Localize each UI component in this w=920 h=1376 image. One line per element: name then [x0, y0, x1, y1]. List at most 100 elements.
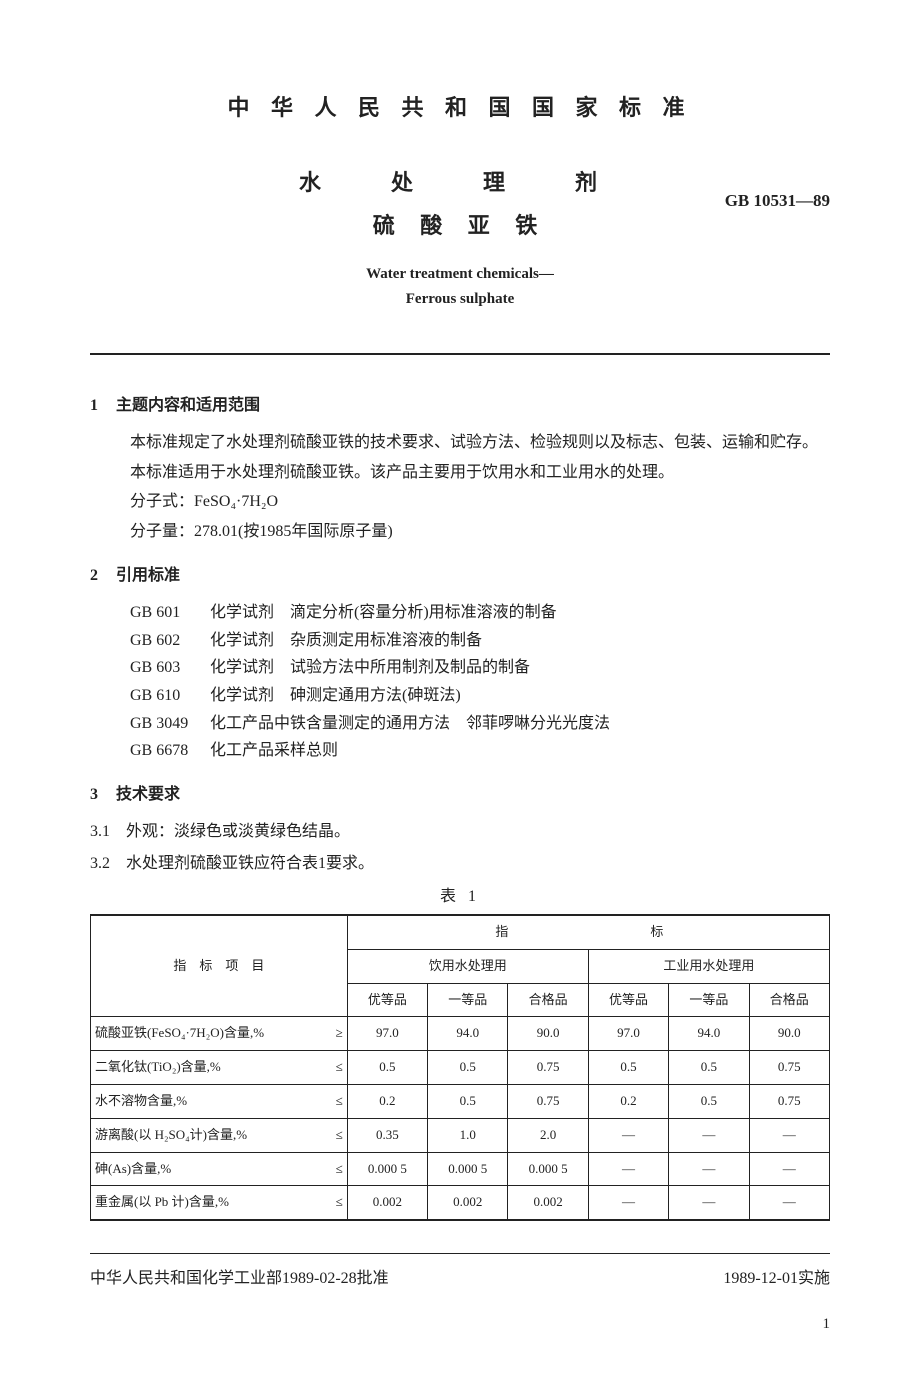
value-cell: 0.002	[347, 1186, 427, 1220]
s1-molecular-weight: 分子量：278.01(按1985年国际原子量)	[130, 519, 830, 545]
section-2-title: 引用标准	[116, 567, 180, 584]
english-title: Water treatment chemicals— Ferrous sulph…	[90, 262, 830, 313]
param-name-cell: 游离酸(以 H₂SO₄计)含量,%≤	[91, 1118, 348, 1152]
value-cell: 0.75	[508, 1051, 588, 1085]
title-line-1: 水 处 理 剂	[90, 165, 830, 200]
value-cell: 0.5	[669, 1085, 749, 1119]
value-cell: —	[588, 1186, 668, 1220]
th-grade: 合格品	[508, 983, 588, 1017]
value-cell: —	[749, 1186, 829, 1220]
s1-formula: 分子式：FeSO₄·7H₂O	[130, 489, 830, 515]
param-name: 水不溶物含量,%	[95, 1093, 187, 1108]
reference-item: GB 610化学试剂 砷测定通用方法(砷斑法)	[130, 683, 830, 709]
param-name-cell: 二氧化钛(TiO₂)含量,% ≤	[91, 1051, 348, 1085]
value-cell: 0.35	[347, 1118, 427, 1152]
param-name-cell: 重金属(以 Pb 计)含量,% ≤	[91, 1186, 348, 1220]
reference-text: 化学试剂 试验方法中所用制剂及制品的制备	[210, 659, 530, 676]
value-cell: 0.75	[749, 1085, 829, 1119]
reference-item: GB 602化学试剂 杂质测定用标准溶液的制备	[130, 628, 830, 654]
operator: ≤	[336, 1159, 343, 1180]
reference-code: GB 6678	[130, 738, 210, 764]
operator: ≤	[336, 1091, 343, 1112]
s1-paragraph-2: 本标准适用于水处理剂硫酸亚铁。该产品主要用于饮用水和工业用水的处理。	[130, 460, 830, 486]
table-row: 砷(As)含量,%≤0.000 50.000 50.000 5———	[91, 1152, 830, 1186]
table-row: 重金属(以 Pb 计)含量,%≤0.0020.0020.002———	[91, 1186, 830, 1220]
operator: ≤	[336, 1057, 343, 1078]
th-grade: 一等品	[428, 983, 508, 1017]
section-3-number: 3	[90, 782, 112, 808]
value-cell: 0.000 5	[347, 1152, 427, 1186]
english-title-line-1: Water treatment chemicals—	[90, 262, 830, 288]
value-cell: 0.5	[669, 1051, 749, 1085]
param-name: 重金属(以 Pb 计)含量,%	[95, 1194, 229, 1209]
th-grade: 优等品	[588, 983, 668, 1017]
param-name-cell: 硫酸亚铁(FeSO₄·7H₂O)含量,%≥	[91, 1017, 348, 1051]
value-cell: —	[669, 1152, 749, 1186]
value-cell: 0.75	[749, 1051, 829, 1085]
param-name-cell: 砷(As)含量,%≤	[91, 1152, 348, 1186]
table-caption: 表 1	[90, 884, 830, 910]
value-cell: —	[669, 1118, 749, 1152]
value-cell: —	[749, 1152, 829, 1186]
table-row: 游离酸(以 H₂SO₄计)含量,%≤0.351.02.0———	[91, 1118, 830, 1152]
reference-text: 化学试剂 砷测定通用方法(砷斑法)	[210, 687, 461, 704]
section-1-heading: 1 主题内容和适用范围	[90, 393, 830, 419]
value-cell: —	[669, 1186, 749, 1220]
value-cell: 0.002	[508, 1186, 588, 1220]
s1-paragraph-1: 本标准规定了水处理剂硫酸亚铁的技术要求、试验方法、检验规则以及标志、包装、运输和…	[130, 430, 830, 456]
reference-text: 化工产品中铁含量测定的通用方法 邻菲啰啉分光光度法	[210, 715, 610, 732]
value-cell: 0.5	[588, 1051, 668, 1085]
table-row: 硫酸亚铁(FeSO₄·7H₂O)含量,%≥97.094.090.097.094.…	[91, 1017, 830, 1051]
reference-list: GB 601化学试剂 滴定分析(容量分析)用标准溶液的制备GB 602化学试剂 …	[130, 600, 830, 764]
section-1-number: 1	[90, 393, 112, 419]
reference-code: GB 601	[130, 600, 210, 626]
reference-text: 化工产品采样总则	[210, 742, 338, 759]
value-cell: 0.000 5	[428, 1152, 508, 1186]
operator: ≥	[336, 1023, 343, 1044]
section-3-2: 3.2 水处理剂硫酸亚铁应符合表1要求。	[90, 851, 830, 877]
param-name-cell: 水不溶物含量,% ≤	[91, 1085, 348, 1119]
value-cell: 94.0	[428, 1017, 508, 1051]
th-grade: 一等品	[669, 983, 749, 1017]
reference-item: GB 6678化工产品采样总则	[130, 738, 830, 764]
th-industrial: 工业用水处理用	[588, 949, 829, 983]
th-grade: 优等品	[347, 983, 427, 1017]
footer-approval: 中华人民共和国化学工业部1989-02-28批准	[90, 1266, 389, 1292]
section-3-1: 3.1 外观：淡绿色或淡黄绿色结晶。	[90, 819, 830, 845]
value-cell: 0.5	[347, 1051, 427, 1085]
english-title-line-2: Ferrous sulphate	[90, 287, 830, 313]
value-cell: 0.75	[508, 1085, 588, 1119]
reference-code: GB 3049	[130, 711, 210, 737]
value-cell: —	[588, 1152, 668, 1186]
value-cell: 90.0	[749, 1017, 829, 1051]
specification-table: 指 标 项 目 指 标 饮用水处理用 工业用水处理用 优等品一等品合格品优等品一…	[90, 914, 830, 1221]
operator: ≤	[336, 1192, 343, 1213]
value-cell: 0.2	[347, 1085, 427, 1119]
national-standard-header: 中 华 人 民 共 和 国 国 家 标 准	[90, 90, 830, 125]
value-cell: —	[749, 1118, 829, 1152]
footer: 中华人民共和国化学工业部1989-02-28批准 1989-12-01实施	[90, 1266, 830, 1292]
table-row: 水不溶物含量,%≤0.20.50.750.20.50.75	[91, 1085, 830, 1119]
reference-text: 化学试剂 杂质测定用标准溶液的制备	[210, 632, 482, 649]
footer-effective: 1989-12-01实施	[723, 1266, 830, 1292]
param-name: 二氧化钛(TiO₂)含量,%	[95, 1059, 221, 1074]
reference-item: GB 3049化工产品中铁含量测定的通用方法 邻菲啰啉分光光度法	[130, 711, 830, 737]
value-cell: 97.0	[347, 1017, 427, 1051]
page-number: 1	[90, 1312, 830, 1336]
value-cell: —	[588, 1118, 668, 1152]
th-group: 指 标	[347, 915, 829, 949]
section-3-heading: 3 技术要求	[90, 782, 830, 808]
reference-code: GB 603	[130, 655, 210, 681]
reference-code: GB 602	[130, 628, 210, 654]
value-cell: 1.0	[428, 1118, 508, 1152]
section-1-title: 主题内容和适用范围	[116, 397, 260, 414]
th-drinking: 饮用水处理用	[347, 949, 588, 983]
section-3-title: 技术要求	[116, 786, 180, 803]
reference-item: GB 603化学试剂 试验方法中所用制剂及制品的制备	[130, 655, 830, 681]
value-cell: 90.0	[508, 1017, 588, 1051]
th-item: 指 标 项 目	[91, 915, 348, 1017]
title-line-2: 硫 酸 亚 铁	[90, 208, 830, 243]
value-cell: 0.000 5	[508, 1152, 588, 1186]
table-row: 二氧化钛(TiO₂)含量,%≤0.50.50.750.50.50.75	[91, 1051, 830, 1085]
operator: ≤	[336, 1125, 343, 1146]
